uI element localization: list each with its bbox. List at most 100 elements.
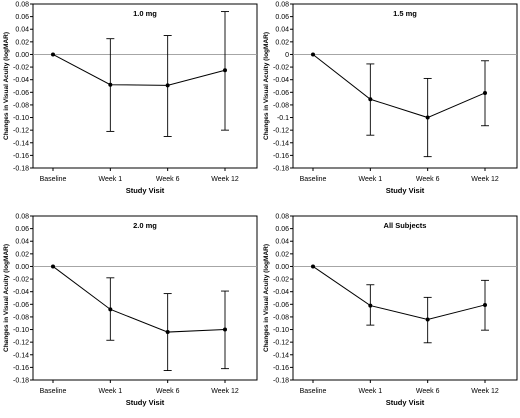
y-tick-label: 0.08: [275, 214, 289, 221]
data-point: [223, 327, 227, 332]
plot-frame: [292, 3, 518, 169]
y-tick-label: -0.12: [13, 128, 29, 135]
y-tick-label: -0.16: [273, 153, 289, 160]
data-point: [425, 115, 430, 120]
chart-title: All Subjects: [384, 221, 427, 230]
data-point: [368, 303, 373, 308]
data-point: [368, 97, 373, 102]
y-axis-label: Changes in Visual Acuity (logMAR): [3, 32, 10, 140]
y-tick-label: -0.02: [273, 277, 289, 284]
data-point: [108, 307, 113, 312]
data-point: [165, 330, 170, 335]
y-tick-label: -0.16: [13, 365, 29, 372]
y-tick-label: -0.06: [13, 302, 29, 309]
y-tick-label: -0.16: [273, 365, 289, 372]
x-tick-label: Week 6: [156, 176, 180, 183]
x-tick-label: Baseline: [300, 388, 327, 395]
y-tick-label: -0.08: [13, 314, 29, 321]
y-tick-label: -0.14: [13, 140, 29, 147]
y-tick-label: 0.06: [275, 14, 289, 21]
y-tick-label: 0.02: [15, 251, 29, 258]
y-axis-label: Changes in Visual Acuity (logMAR): [263, 244, 270, 352]
y-tick-label: -0.08: [273, 102, 289, 109]
y-tick-label: 0.06: [15, 226, 29, 233]
y-tick-label: -0.06: [13, 90, 29, 97]
x-tick-label: Week 12: [211, 388, 239, 395]
y-tick-label: -0.18: [273, 166, 289, 173]
y-tick-label: 0.06: [15, 14, 29, 21]
x-tick-label: Week 6: [416, 388, 440, 395]
x-tick-label: Week 1: [99, 176, 123, 183]
y-tick-label: -0.06: [273, 302, 289, 309]
y-tick-label: -0.08: [273, 314, 289, 321]
series-line: [52, 54, 226, 86]
chart-panel: 0.08 0.06 0.04 0.02 0.00 -0.02 -0.04 -0.06 -0.08…: [3, 2, 258, 195]
series-line: [52, 266, 226, 333]
y-tick-label: 0.02: [275, 251, 289, 258]
y-tick-label: -0.06: [273, 90, 289, 97]
y-axis-label: Changes in Visual Acuity (logMAR): [263, 32, 270, 140]
y-tick-label: -0.14: [273, 352, 289, 359]
data-point: [311, 52, 315, 57]
x-tick-label: Baseline: [40, 388, 67, 395]
data-point: [108, 82, 113, 87]
x-tick-label: Baseline: [300, 176, 327, 183]
y-tick-label: -0.18: [13, 378, 29, 385]
y-tick-label: -0.02: [273, 65, 289, 72]
y-tick-label: -0.12: [13, 340, 29, 347]
y-tick-label: -0.10: [13, 327, 29, 334]
series-line: [312, 266, 486, 320]
y-tick-label: -0.02: [13, 65, 29, 72]
y-tick-label: -0.12: [273, 340, 289, 347]
y-tick-label: -0.04: [13, 77, 29, 84]
data-point: [311, 264, 315, 269]
plot-frame: [32, 215, 258, 381]
y-tick-label: 0.00: [275, 264, 289, 271]
y-tick-label: -0.08: [13, 102, 29, 109]
plot-frame: [32, 3, 258, 169]
x-axis-label: Study Visit: [126, 398, 165, 407]
y-tick-label: -0.18: [273, 378, 289, 385]
y-tick-label: 0.04: [15, 239, 29, 246]
y-tick-label: 0.02: [275, 39, 289, 46]
x-tick-label: Week 12: [471, 388, 499, 395]
y-tick-label: 0.04: [15, 27, 29, 34]
chart-title: 2.0 mg: [133, 221, 157, 230]
data-point: [165, 83, 170, 88]
chart-panel: 0.08 0.06 0.04 0.02 0 -0.02 -0.04 -0.06 -0.08 -0.…: [263, 2, 518, 195]
y-tick-label: 0.04: [275, 27, 289, 34]
y-tick-label: -0.10: [273, 327, 289, 334]
y-tick-label: 0.04: [275, 239, 289, 246]
y-tick-label: -0.18: [13, 166, 29, 173]
x-axis-label: Study Visit: [386, 398, 425, 407]
y-tick-label: -0.14: [273, 140, 289, 147]
data-point: [51, 52, 55, 57]
data-point: [483, 90, 487, 95]
y-tick-label: 0.02: [15, 39, 29, 46]
plot-frame: [292, 215, 518, 381]
data-point: [483, 302, 487, 307]
chart-title: 1.0 mg: [133, 9, 157, 18]
x-tick-label: Week 1: [359, 388, 383, 395]
x-tick-label: Week 12: [211, 176, 239, 183]
x-axis-label: Study Visit: [386, 186, 425, 195]
y-tick-label: 0.00: [15, 264, 29, 271]
x-tick-label: Week 1: [359, 176, 383, 183]
x-tick-label: Week 12: [471, 176, 499, 183]
y-tick-label: 0.06: [275, 226, 289, 233]
y-tick-label: -0.04: [13, 289, 29, 296]
y-tick-label: -0.10: [13, 115, 29, 122]
x-axis-label: Study Visit: [126, 186, 165, 195]
y-tick-label: -0.02: [13, 277, 29, 284]
y-tick-label: -0.16: [13, 153, 29, 160]
chart-panel: 0.08 0.06 0.04 0.02 0.00 -0.02 -0.04 -0.06 -0.08…: [263, 214, 518, 407]
series-line: [312, 54, 486, 119]
y-tick-label: 0: [285, 52, 289, 59]
chart-panel: 0.08 0.06 0.04 0.02 0.00 -0.02 -0.04 -0.06 -0.08…: [3, 214, 258, 407]
x-tick-label: Week 6: [156, 388, 180, 395]
y-tick-label: 0.08: [275, 2, 289, 9]
y-tick-label: -0.12: [273, 128, 289, 135]
x-tick-label: Week 1: [99, 388, 123, 395]
y-tick-label: -0.14: [13, 352, 29, 359]
